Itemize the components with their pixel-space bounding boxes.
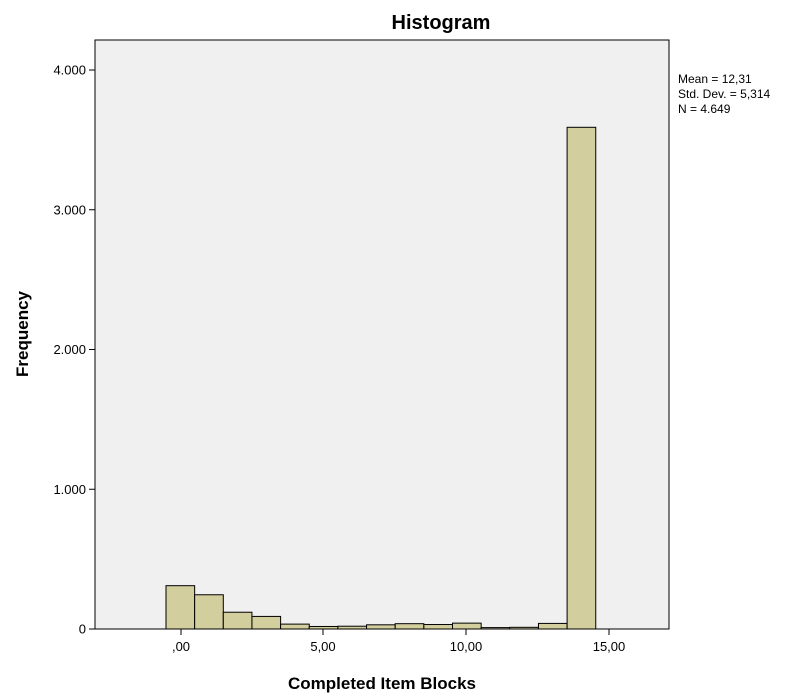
y-tick-label: 2.000 bbox=[53, 342, 86, 357]
y-axis: 0 1.000 2.000 3.000 4.000 bbox=[53, 63, 95, 637]
y-tick-label: 3.000 bbox=[53, 202, 86, 217]
histogram-bar bbox=[394, 623, 425, 630]
histogram-bar bbox=[308, 625, 339, 630]
x-axis: ,00 5,00 10,00 15,00 bbox=[172, 629, 625, 654]
histogram-bar bbox=[165, 585, 196, 630]
histogram-bar bbox=[480, 627, 511, 630]
stats-n: N = 4.649 bbox=[678, 102, 731, 116]
y-tick-label: 1.000 bbox=[53, 482, 86, 497]
x-tick-label: 15,00 bbox=[593, 639, 626, 654]
histogram-bar bbox=[566, 126, 597, 630]
histogram-bar bbox=[222, 611, 253, 630]
histogram-bar bbox=[366, 624, 396, 630]
x-axis-label: Completed Item Blocks bbox=[288, 674, 476, 693]
histogram-bar bbox=[194, 594, 224, 630]
histogram-bar bbox=[337, 625, 368, 630]
y-axis-label: Frequency bbox=[13, 290, 32, 377]
histogram-bar bbox=[537, 622, 568, 630]
histogram-bar bbox=[509, 626, 539, 630]
y-tick-label: 4.000 bbox=[53, 63, 86, 78]
histogram-bar bbox=[423, 624, 454, 630]
histogram-bar bbox=[280, 623, 310, 630]
histogram-bars bbox=[165, 126, 597, 630]
chart-title: Histogram bbox=[392, 12, 491, 34]
histogram-bar bbox=[251, 615, 282, 630]
y-tick-label: 0 bbox=[79, 622, 86, 637]
stats-mean: Mean = 12,31 bbox=[678, 72, 752, 86]
stats-box: Mean = 12,31 Std. Dev. = 5,314 N = 4.649 bbox=[678, 72, 770, 116]
stats-std-dev: Std. Dev. = 5,314 bbox=[678, 87, 770, 101]
x-tick-label: 5,00 bbox=[310, 639, 335, 654]
x-tick-label: 10,00 bbox=[450, 639, 483, 654]
x-tick-label: ,00 bbox=[172, 639, 190, 654]
histogram-bar bbox=[452, 622, 482, 630]
